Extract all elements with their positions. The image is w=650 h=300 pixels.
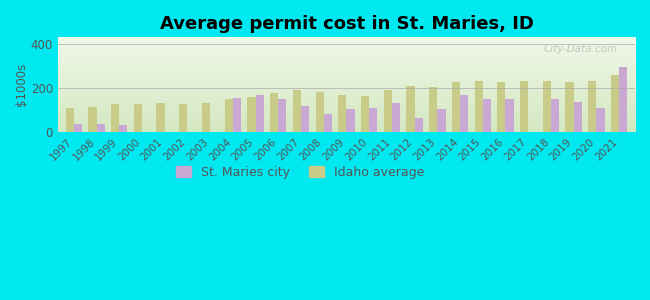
Bar bbox=[596, 108, 605, 132]
Bar bbox=[415, 118, 422, 132]
Bar bbox=[292, 90, 301, 132]
Bar bbox=[551, 99, 559, 132]
Bar bbox=[179, 104, 187, 132]
Bar bbox=[460, 95, 468, 132]
Bar bbox=[157, 103, 164, 132]
Bar bbox=[384, 90, 392, 132]
Bar bbox=[346, 109, 355, 132]
Bar bbox=[66, 108, 74, 132]
Bar bbox=[406, 86, 415, 132]
Bar bbox=[566, 82, 574, 132]
Bar bbox=[248, 97, 255, 132]
Bar bbox=[74, 124, 82, 132]
Title: Average permit cost in St. Maries, ID: Average permit cost in St. Maries, ID bbox=[159, 15, 534, 33]
Bar bbox=[88, 107, 96, 132]
Bar bbox=[278, 99, 287, 132]
Bar bbox=[497, 82, 506, 132]
Bar bbox=[96, 124, 105, 132]
Bar bbox=[324, 114, 332, 132]
Bar bbox=[619, 67, 627, 132]
Bar bbox=[338, 94, 346, 132]
Bar bbox=[452, 82, 460, 132]
Legend: St. Maries city, Idaho average: St. Maries city, Idaho average bbox=[176, 166, 424, 178]
Bar bbox=[392, 103, 400, 132]
Bar bbox=[111, 104, 119, 132]
Bar bbox=[520, 81, 528, 132]
Bar bbox=[255, 94, 264, 132]
Bar bbox=[270, 93, 278, 132]
Y-axis label: $1000s: $1000s bbox=[15, 63, 28, 106]
Bar bbox=[134, 104, 142, 132]
Bar bbox=[429, 87, 437, 132]
Bar bbox=[225, 99, 233, 132]
Bar bbox=[202, 103, 210, 132]
Bar bbox=[233, 98, 241, 132]
Bar bbox=[611, 75, 619, 132]
Bar bbox=[483, 99, 491, 132]
Text: City-Data.com: City-Data.com bbox=[543, 44, 618, 54]
Bar bbox=[437, 109, 445, 132]
Bar bbox=[301, 106, 309, 132]
Bar bbox=[361, 96, 369, 132]
Bar bbox=[474, 81, 483, 132]
Bar bbox=[506, 99, 514, 132]
Bar bbox=[543, 81, 551, 132]
Bar bbox=[315, 92, 324, 132]
Bar bbox=[574, 101, 582, 132]
Bar bbox=[588, 81, 596, 132]
Bar bbox=[369, 108, 378, 132]
Bar bbox=[119, 125, 127, 132]
